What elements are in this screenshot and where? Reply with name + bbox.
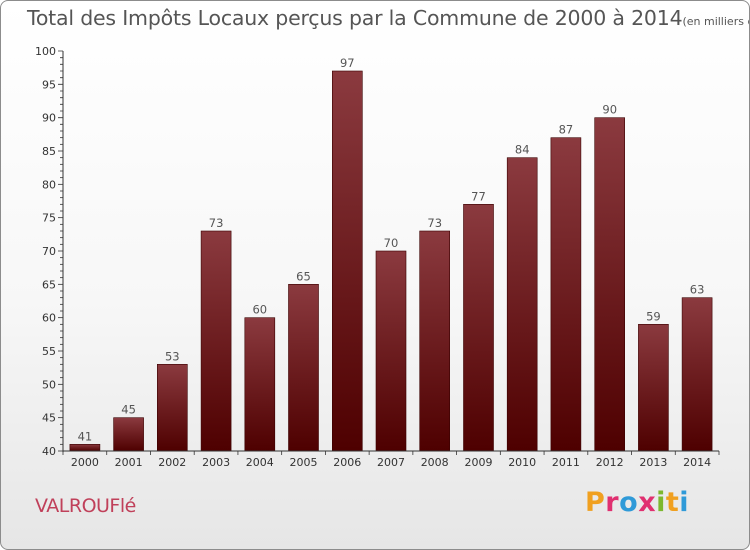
y-tick-label-50: 50 — [42, 378, 56, 391]
x-tick-label-2011: 2011 — [552, 456, 580, 469]
data-label-2008: 73 — [427, 216, 442, 230]
data-label-2003: 73 — [209, 216, 224, 230]
data-label-2004: 60 — [252, 303, 267, 317]
bars-group: 41 45 53 73 60 65 97 70 73 77 84 87 90 59 63 — [69, 56, 713, 452]
bar-2007 — [375, 250, 407, 452]
data-label-2001: 45 — [121, 403, 136, 417]
y-tick-label-75: 75 — [42, 212, 56, 225]
x-tick-label-2006: 2006 — [333, 456, 361, 469]
data-label-2007: 70 — [384, 236, 399, 250]
chart-title-text: Total des Impôts Locaux perçus par la Co… — [27, 6, 683, 30]
y-tick-label-95: 95 — [42, 78, 56, 91]
bar-2013 — [638, 323, 669, 452]
bar-2014 — [681, 297, 713, 452]
y-tick-label-85: 85 — [42, 145, 56, 158]
logo-letter: x — [638, 487, 657, 518]
data-label-2014: 63 — [690, 283, 705, 297]
x-tick-label-2012: 2012 — [596, 456, 624, 469]
y-tick-label-100: 100 — [35, 45, 56, 58]
bar-2003 — [200, 230, 232, 452]
bar-2010 — [506, 157, 538, 452]
x-tick-label-2007: 2007 — [377, 456, 405, 469]
y-tick-label-40: 40 — [42, 445, 56, 458]
axes-group: 2000 2001 2002 2003 2004 2005 2006 2007 2008 2009… — [35, 45, 720, 469]
x-tick-label-2000: 2000 — [71, 456, 99, 469]
x-tick-label-2013: 2013 — [639, 456, 667, 469]
data-label-2000: 41 — [78, 429, 93, 443]
data-label-2009: 77 — [471, 189, 486, 203]
data-label-2013: 59 — [646, 309, 661, 323]
commune-name: VALROUFlé — [35, 495, 136, 517]
bar-2001 — [113, 417, 144, 452]
data-label-2010: 84 — [515, 143, 530, 157]
proxiti-logo: Proxiti — [585, 487, 689, 518]
y-tick-label-70: 70 — [42, 245, 56, 258]
x-tick-label-2004: 2004 — [246, 456, 274, 469]
bar-2004 — [244, 317, 276, 452]
x-tick-label-2010: 2010 — [508, 456, 536, 469]
data-label-2002: 53 — [165, 349, 180, 363]
unit-label: (en milliers d'€) — [682, 15, 749, 28]
logo-letter: P — [585, 487, 606, 518]
y-tick-label-55: 55 — [42, 345, 56, 358]
data-label-2005: 65 — [296, 269, 311, 283]
bar-2009 — [463, 204, 494, 452]
logo-letter: o — [619, 487, 639, 518]
bar-2006 — [331, 70, 363, 452]
x-tick-label-2002: 2002 — [158, 456, 186, 469]
bar-2002 — [157, 363, 188, 452]
y-tick-label-65: 65 — [42, 278, 56, 291]
y-tick-label-45: 45 — [42, 412, 56, 425]
logo-letter: i — [679, 487, 690, 518]
x-tick-label-2003: 2003 — [202, 456, 230, 469]
data-label-2011: 87 — [559, 123, 574, 137]
bar-2005 — [288, 283, 319, 452]
x-tick-label-2008: 2008 — [421, 456, 449, 469]
y-tick-label-60: 60 — [42, 312, 56, 325]
logo-letter: i — [656, 487, 666, 518]
logo-letter: r — [605, 487, 620, 518]
bar-2012 — [594, 117, 626, 452]
logo-letter: t — [665, 487, 680, 518]
bar-2000 — [69, 443, 101, 452]
x-tick-label-2014: 2014 — [683, 456, 711, 469]
y-tick-label-80: 80 — [42, 178, 56, 191]
data-label-2006: 97 — [340, 56, 355, 70]
data-label-2012: 90 — [602, 103, 617, 117]
x-tick-label-2001: 2001 — [115, 456, 143, 469]
y-tick-label-90: 90 — [42, 112, 56, 125]
x-tick-label-2005: 2005 — [290, 456, 318, 469]
x-tick-label-2009: 2009 — [465, 456, 493, 469]
chart-title: Total des Impôts Locaux perçus par la Co… — [27, 6, 749, 30]
bar-2008 — [419, 230, 451, 452]
bar-2011 — [550, 137, 582, 452]
